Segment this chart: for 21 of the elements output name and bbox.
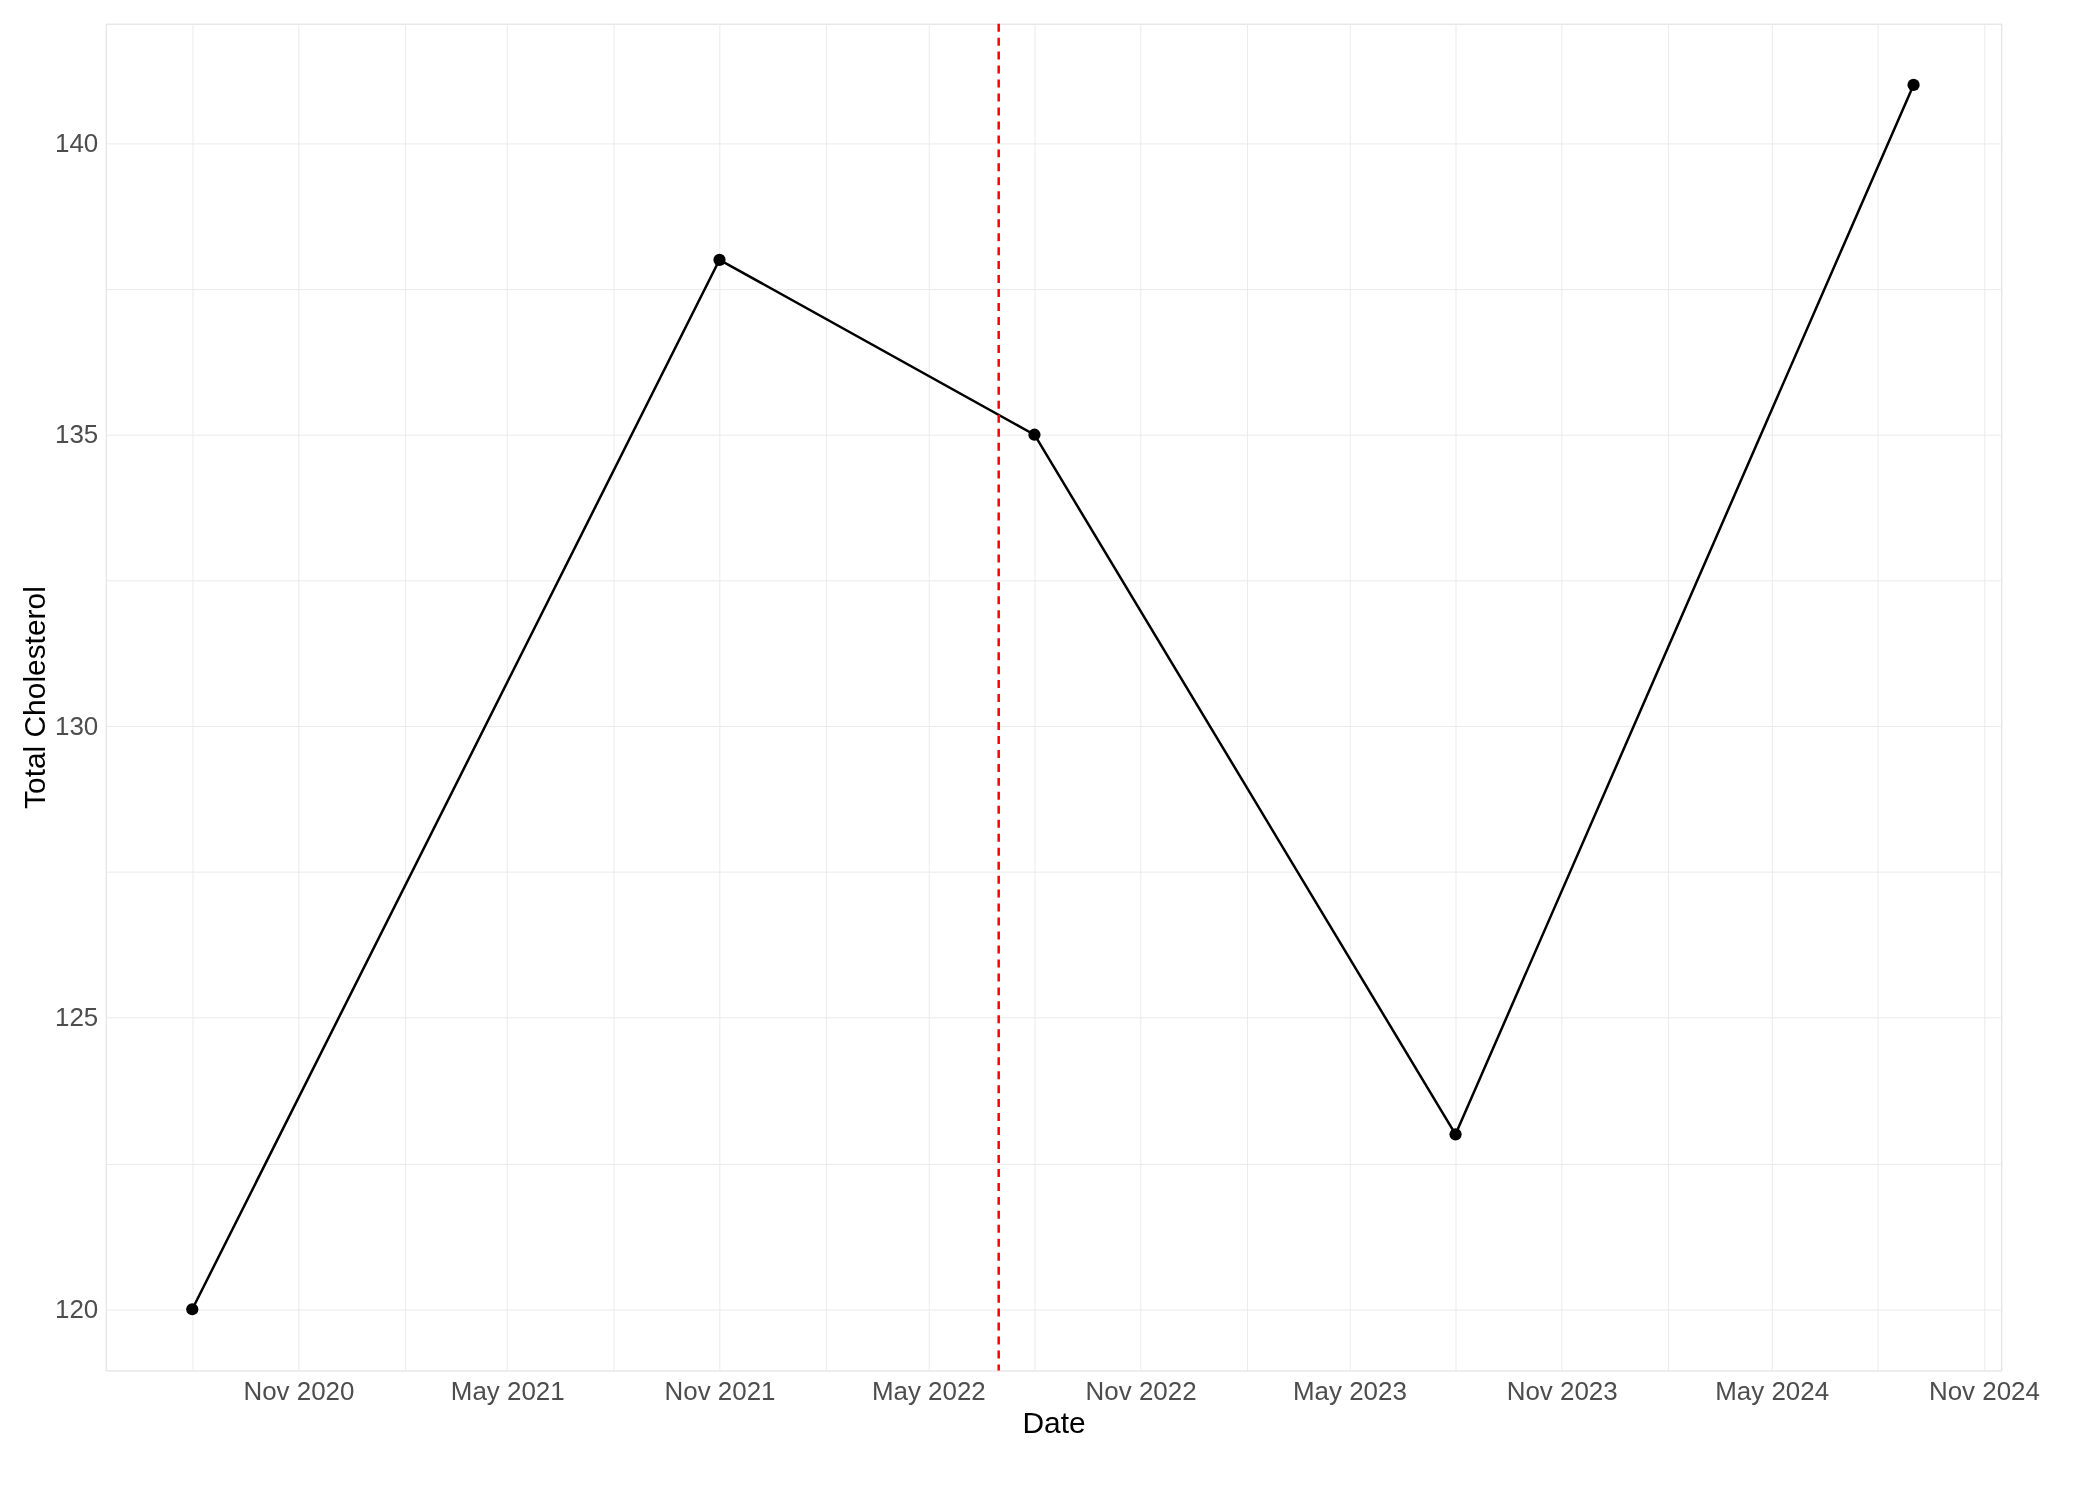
x-tick-label: Nov 2024: [1928, 1376, 2040, 1405]
x-tick-label: Nov 2022: [1085, 1376, 1197, 1405]
y-tick-label: 135: [55, 420, 99, 449]
x-tick-label: May 2021: [450, 1376, 565, 1405]
x-tick-label: May 2023: [1292, 1376, 1407, 1405]
x-tick-label: May 2022: [871, 1376, 986, 1405]
y-tick-label: 140: [55, 128, 99, 157]
x-tick-label: Nov 2023: [1506, 1376, 1618, 1405]
point: [1907, 78, 1920, 91]
point: [713, 253, 726, 266]
x-tick-label: Nov 2020: [243, 1376, 355, 1405]
y-tick-label: 125: [55, 1003, 99, 1032]
point: [186, 1303, 199, 1316]
point: [1449, 1128, 1462, 1141]
x-tick-label: Nov 2021: [664, 1376, 776, 1405]
y-tick-label: 130: [55, 711, 99, 740]
x-axis-title: Date: [1022, 1405, 1086, 1439]
y-tick-label: 120: [55, 1294, 99, 1323]
y-axis-title: Total Cholesterol: [18, 586, 52, 809]
point: [1028, 428, 1041, 441]
x-tick-label: May 2024: [1715, 1376, 1830, 1405]
